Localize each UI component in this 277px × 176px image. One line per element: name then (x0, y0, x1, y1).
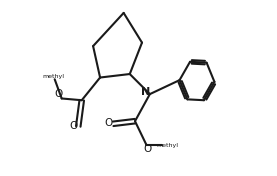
Text: O: O (54, 89, 63, 99)
Text: methyl: methyl (43, 74, 65, 79)
Text: N: N (141, 87, 151, 97)
Text: O: O (70, 121, 78, 131)
Text: O: O (105, 118, 113, 128)
Text: O: O (143, 144, 151, 154)
Text: methyl: methyl (156, 143, 178, 148)
